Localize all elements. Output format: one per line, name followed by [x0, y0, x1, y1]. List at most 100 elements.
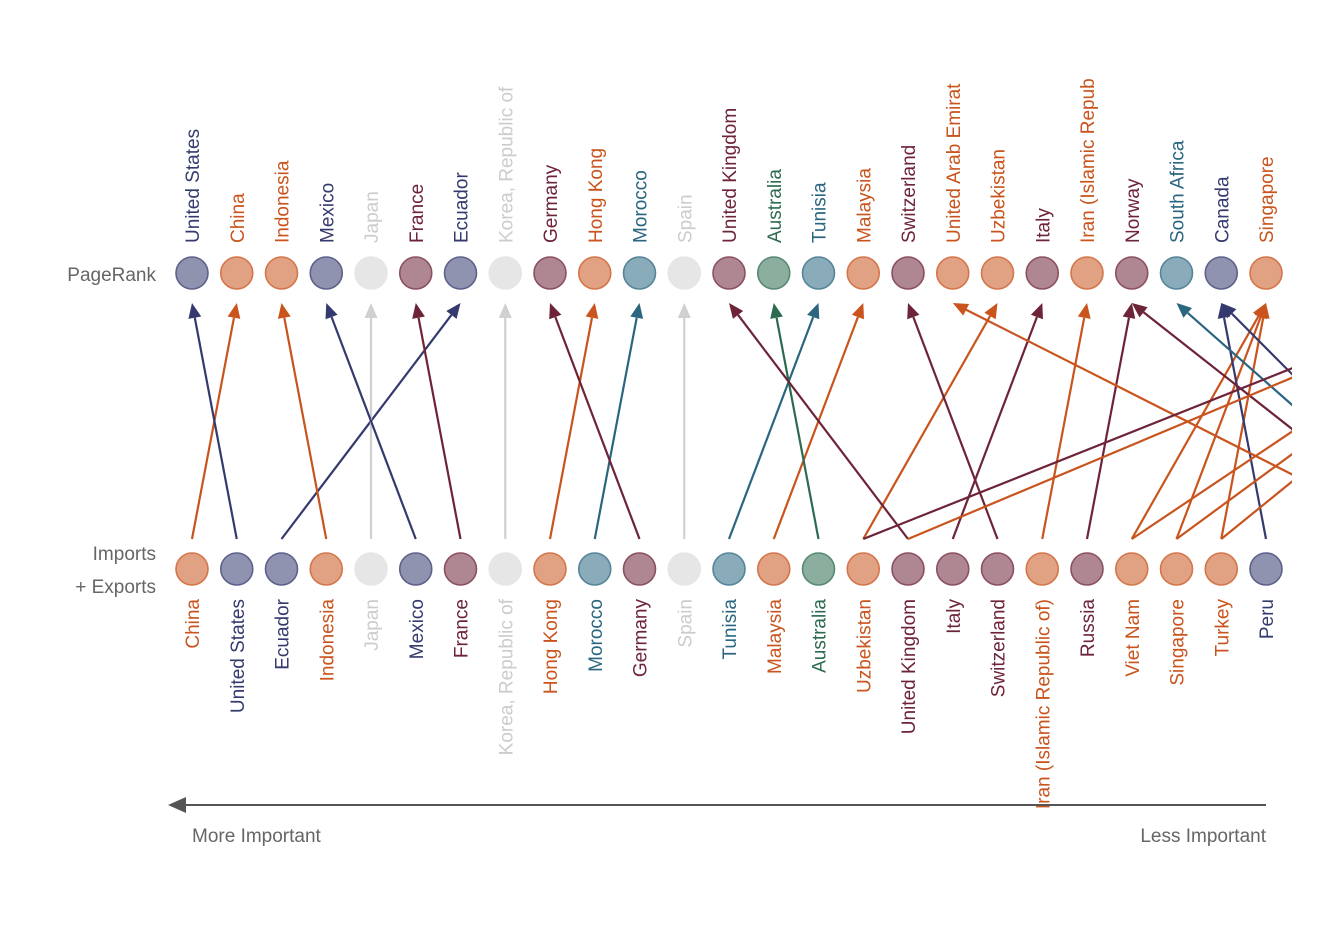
link-line: [1177, 317, 1261, 539]
pagerank-label-norway: Norway: [1123, 178, 1144, 243]
pagerank-label-australia: Australia: [765, 169, 786, 243]
link-spain: [678, 303, 691, 539]
pagerank-label-ecuador: Ecuador: [452, 172, 473, 243]
pagerank-node-morocco: [624, 257, 656, 289]
pagerank-node-spain: [668, 257, 700, 289]
link-germany: [549, 303, 639, 539]
pagerank-row-label: PageRank: [67, 265, 156, 286]
pagerank-label-united-states: United States: [183, 129, 204, 243]
trade-node-united-kingdom: [892, 553, 924, 585]
link-arrowhead: [228, 303, 241, 319]
pagerank-label-united-kingdom: United Kingdom: [720, 108, 741, 243]
trade-node-germany: [624, 553, 656, 585]
link-arrowhead: [365, 303, 378, 318]
link-arrowhead: [412, 303, 425, 319]
link-australia: [770, 303, 818, 539]
pagerank-label-france: France: [407, 184, 428, 243]
link-arrowhead: [729, 303, 743, 319]
pagerank-node-italy: [1026, 257, 1058, 289]
trade-label-australia: Australia: [810, 599, 831, 673]
link-line: [195, 318, 237, 539]
pagerank-label-china: China: [228, 193, 249, 243]
pagerank-label-canada: Canada: [1212, 176, 1233, 243]
trade-node-korea-republic-of: [489, 553, 521, 585]
trade-node-mexico: [400, 553, 432, 585]
trade-label-iran-islamic-republic-of: Iran (Islamic Republic of): [1033, 599, 1054, 809]
link-arrowhead: [188, 303, 201, 319]
pagerank-label-singapore: Singapore: [1257, 156, 1278, 243]
link-from-viet-nam: [1132, 303, 1344, 539]
pagerank-node-canada: [1205, 257, 1237, 289]
trade-node-iran-islamic-republic-of: [1026, 553, 1058, 585]
link-line: [1132, 311, 1344, 539]
trade-label-france: France: [452, 599, 473, 658]
pagerank-label-japan: Japan: [362, 191, 383, 243]
country-labels: United States China Indonesia Mexico Japan Fr…: [183, 78, 1278, 809]
link-line: [1221, 318, 1263, 539]
pagerank-node-tunisia: [803, 257, 835, 289]
trade-node-australia: [803, 553, 835, 585]
trade-label-italy: Italy: [944, 599, 965, 634]
trade-label-japan: Japan: [362, 599, 383, 651]
country-nodes: [176, 257, 1282, 585]
link-line: [1132, 316, 1259, 539]
trade-node-singapore: [1161, 553, 1193, 585]
importance-axis-arrowhead: [168, 797, 186, 813]
trade-node-italy: [937, 553, 969, 585]
link-arrowhead: [807, 303, 819, 319]
link-line: [774, 317, 858, 539]
trade-row-label-line1: Imports: [93, 544, 156, 565]
trade-label-spain: Spain: [675, 599, 696, 648]
less-important-caption: Less Important: [1140, 826, 1266, 847]
trade-node-switzerland: [982, 553, 1014, 585]
pagerank-node-south-africa: [1161, 257, 1193, 289]
pagerank-label-hong-kong: Hong Kong: [586, 148, 607, 243]
link-line: [1221, 312, 1344, 539]
pagerank-label-switzerland: Switzerland: [899, 145, 920, 243]
trade-label-mexico: Mexico: [407, 599, 428, 659]
link-korea-republic-of: [499, 303, 512, 539]
pagerank-node-iran-islamic-repub: [1071, 257, 1103, 289]
pagerank-node-united-states: [176, 257, 208, 289]
link-arrowhead: [1078, 303, 1091, 319]
pagerank-node-france: [400, 257, 432, 289]
link-arrows: [188, 303, 1344, 540]
pagerank-label-germany: Germany: [541, 164, 562, 243]
pagerank-label-south-africa: South Africa: [1168, 140, 1189, 243]
trade-label-malaysia: Malaysia: [765, 599, 786, 674]
trade-label-indonesia: Indonesia: [317, 599, 338, 682]
trade-label-germany: Germany: [631, 599, 652, 678]
pagerank-label-italy: Italy: [1033, 208, 1054, 243]
pagerank-label-spain: Spain: [675, 194, 696, 243]
link-arrowhead: [678, 303, 691, 318]
pagerank-node-china: [221, 257, 253, 289]
pagerank-node-malaysia: [847, 257, 879, 289]
pagerank-label-indonesia: Indonesia: [273, 160, 294, 243]
trade-label-viet-nam: Viet Nam: [1123, 599, 1144, 677]
link-line: [953, 317, 1037, 539]
link-line: [332, 317, 416, 539]
link-line: [1087, 318, 1129, 539]
trade-node-hong-kong: [534, 553, 566, 585]
pagerank-label-malaysia: Malaysia: [854, 168, 875, 243]
link-viet-nam: [1132, 303, 1266, 539]
pagerank-label-tunisia: Tunisia: [810, 182, 831, 243]
trade-label-tunisia: Tunisia: [720, 599, 741, 660]
link-line: [419, 318, 461, 539]
link-line: [282, 315, 452, 539]
trade-node-spain: [668, 553, 700, 585]
link-arrowhead: [630, 303, 643, 319]
pagerank-node-germany: [534, 257, 566, 289]
trade-label-hong-kong: Hong Kong: [541, 599, 562, 694]
link-arrowhead: [278, 303, 291, 319]
pagerank-node-uzbekistan: [982, 257, 1014, 289]
link-line: [863, 309, 1344, 539]
pagerank-label-korea-republic-of: Korea, Republic of: [496, 86, 517, 243]
pagerank-label-iran-islamic-repub: Iran (Islamic Repub: [1078, 78, 1099, 243]
link-italy: [953, 303, 1043, 539]
trade-node-france: [445, 553, 477, 585]
pagerank-node-mexico: [310, 257, 342, 289]
pagerank-node-united-arab-emirat: [937, 257, 969, 289]
